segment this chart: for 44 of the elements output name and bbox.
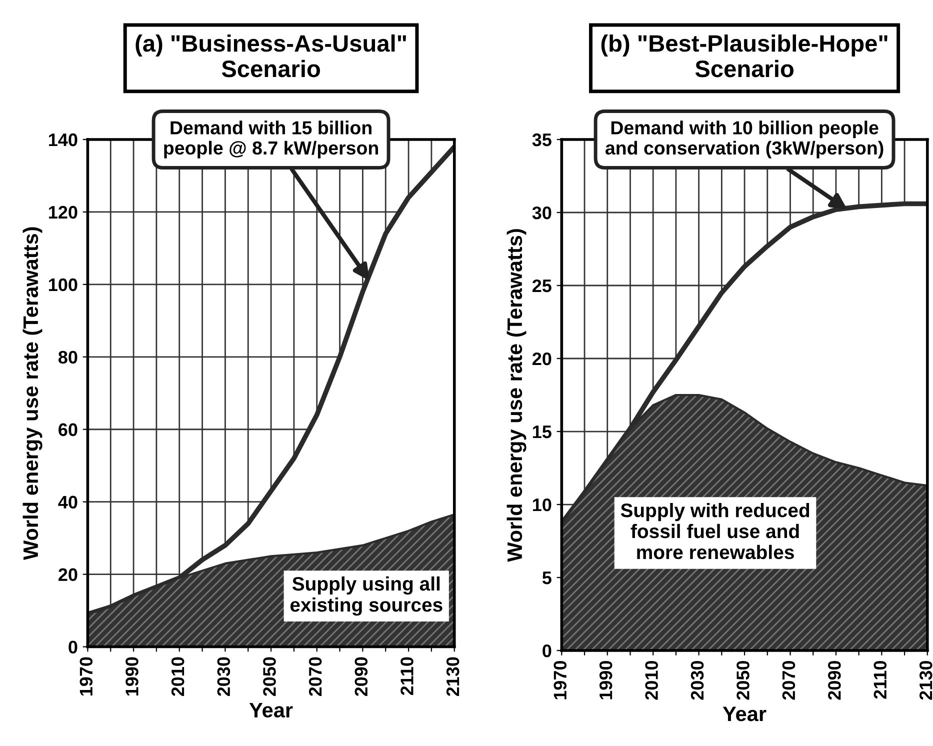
y-tick-label: 20 [58, 568, 78, 582]
x-tick-label: 2010 [171, 657, 184, 696]
y-tick-label: 140 [48, 133, 78, 146]
x-tick-label: 2090 [828, 660, 841, 700]
x-tick-label: 1990 [599, 660, 612, 700]
x-tick-label: 2130 [446, 657, 460, 696]
x-tick-label: 2010 [645, 660, 658, 700]
x-tick-label: 2110 [400, 657, 414, 696]
x-tick-label: 1970 [80, 657, 93, 696]
y-tick-label: 0 [542, 644, 552, 658]
y-tick-label: 40 [58, 496, 78, 509]
annotation: Supply with reduced fossil fuel use and more renewables [620, 502, 810, 560]
x-tick-label: 1990 [126, 657, 138, 696]
y-tick-label: 80 [58, 350, 78, 364]
x-tick-label: 2130 [919, 660, 932, 700]
annotation: Demand with 10 billion people and conservation (3kW/person) [605, 120, 884, 158]
x-tick-label: 2110 [874, 660, 887, 699]
y-tick-label: 35 [532, 133, 552, 146]
y-tick-label: 5 [542, 572, 552, 584]
x-tick-label: 2070 [782, 660, 796, 700]
chart-title: (b) "Best-Plausible-Hope" Scenario [601, 34, 888, 78]
x-tick-label: 2050 [736, 660, 750, 700]
chart-title: (a) "Business-As-Usual" Scenario [136, 34, 406, 78]
y-tick-label: 20 [532, 352, 552, 366]
y-tick-label: 15 [533, 426, 552, 438]
y-tick-label: 120 [48, 206, 78, 219]
annotation: Demand with 15 billion people @ 8.7 kW/person [164, 120, 378, 158]
y-tick-label: 0 [68, 640, 78, 654]
x-tick-label: 2030 [217, 657, 230, 696]
x-tick-label: 1970 [554, 660, 567, 700]
x-tick-label: 2030 [690, 660, 704, 700]
x-tick-label: 2090 [354, 657, 368, 696]
y-tick-label: 100 [48, 278, 78, 292]
annotation: Supply using all existing sources [290, 576, 442, 616]
x-tick-label: 2050 [263, 657, 276, 696]
y-axis-title: World energy use rate (Terawatts) [506, 229, 526, 562]
x-axis-title: Year [722, 706, 766, 722]
y-tick-label: 30 [532, 206, 552, 220]
x-axis-title: Year [249, 702, 293, 718]
y-axis-title: World energy use rate (Terawatts) [22, 227, 42, 560]
y-tick-label: 10 [533, 498, 552, 512]
y-tick-label: 25 [532, 279, 552, 292]
x-tick-label: 2070 [308, 657, 322, 696]
y-tick-label: 60 [58, 423, 78, 436]
